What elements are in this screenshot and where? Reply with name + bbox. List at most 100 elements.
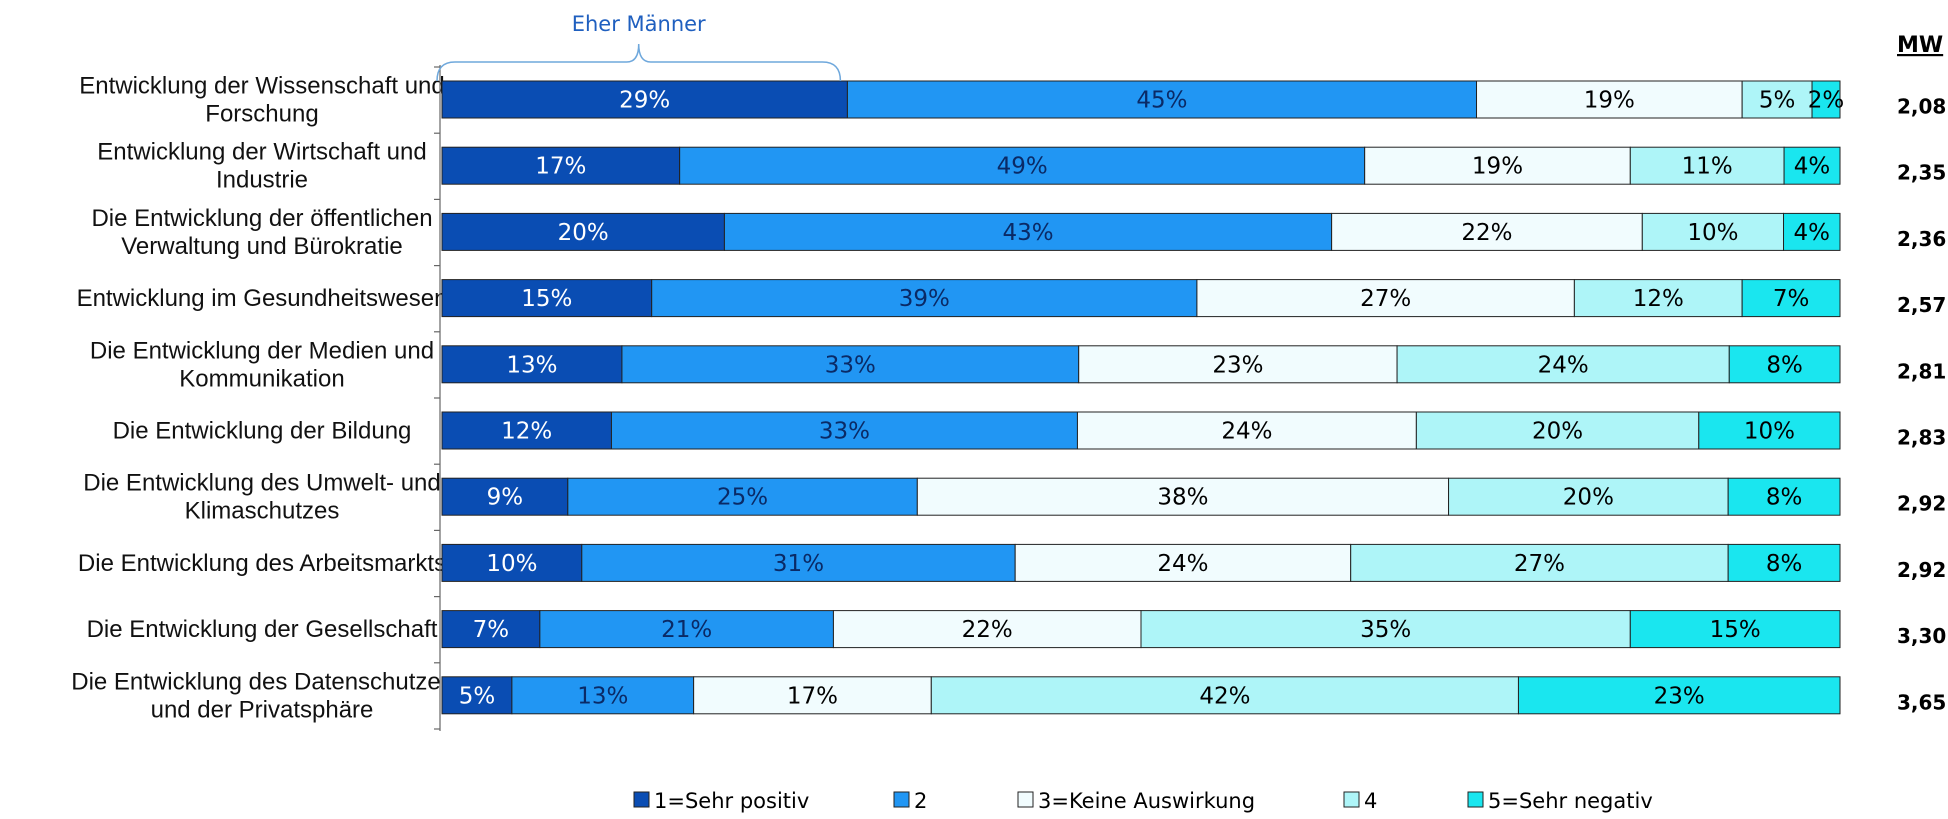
bar-segment [1741,80,1813,119]
mean-value: 2,83 [1897,426,1946,450]
legend-label: 2 [914,789,927,813]
mean-value: 2,08 [1897,95,1946,119]
bar-segment [539,610,834,649]
legend-label: 3=Keine Auswirkung [1038,789,1255,813]
data-label: 5% [459,683,496,709]
category-labels: Entwicklung der Wissenschaft und Forschun… [71,73,453,724]
data-label: 13% [577,683,628,709]
bar-segment [1140,610,1631,649]
data-label: 15% [521,286,572,312]
category-label: Die Entwicklung des Umwelt- und Klimaschu… [83,470,440,525]
mean-value: 2,36 [1897,227,1946,251]
bar-segment [1196,279,1575,318]
bar-segment [621,345,1080,384]
category-label: Die Entwicklung der Medien und Kommunikat… [90,337,434,392]
bar-segment [1396,345,1730,384]
data-label: 27% [1514,551,1565,577]
bar-segment [441,345,623,384]
annotation-text: Eher Männer [572,12,706,36]
bar-segment [1783,146,1841,185]
legend-swatch [893,791,910,808]
legend-swatch [1467,791,1484,808]
bar-segment [1331,212,1643,251]
bar-segment [1415,411,1700,450]
bar-segment [846,80,1478,119]
data-label: 42% [1199,683,1250,709]
bar-segment [723,212,1333,251]
legend-swatch [1343,791,1360,808]
data-label: 25% [717,485,768,511]
bar-segment [1811,80,1841,119]
bar-segment [916,477,1450,516]
data-label: 21% [661,617,712,643]
data-label: 24% [1221,419,1272,445]
bar-segment [441,212,725,251]
bar-segment [1741,279,1841,318]
data-label: 4% [1794,154,1831,180]
data-label: 13% [506,352,557,378]
bar-segment [1783,212,1841,251]
bar-segment [441,80,848,119]
bar-segment [567,477,918,516]
bar-segment [693,676,932,715]
category-label: Die Entwicklung der Gesellschaft [87,616,438,643]
annotation-brace [436,43,842,82]
bar-segment [1629,146,1785,185]
data-label: 2% [1808,88,1845,114]
data-label: 8% [1766,485,1803,511]
bar-segment [441,146,681,185]
data-label: 22% [962,617,1013,643]
legend-label: 4 [1364,789,1377,813]
data-label: 33% [825,352,876,378]
legend: 1=Sehr positiv 2 3=Keine Auswirkung 4 5=Sehr… [633,789,1653,813]
data-label: 12% [501,419,552,445]
data-label: 7% [473,617,510,643]
data-label: 43% [1002,220,1053,246]
bar-segment [441,477,569,516]
data-label: 11% [1682,154,1733,180]
data-label: 17% [535,154,586,180]
mean-value: 2,57 [1897,293,1946,317]
bar-segment [441,610,541,649]
legend-label: 5=Sehr negativ [1488,789,1653,813]
bar-segment [581,543,1016,582]
data-label: 19% [1472,154,1523,180]
bar-segment [1698,411,1841,450]
bars: 29% 45% 19% 5% 2% 17% 49% 19% 11% 4% 20% 43% 22% 10% 4… [441,80,1845,715]
bar-segment [1014,543,1352,582]
data-label: 39% [899,286,950,312]
category-label: Entwicklung der Wissenschaft und Forschun… [79,73,445,128]
data-label: 20% [1532,419,1583,445]
category-axis [434,65,441,731]
data-label: 23% [1212,352,1263,378]
mean-value: 3,65 [1897,690,1946,714]
category-label: Die Entwicklung des Arbeitsmarkts [78,550,446,577]
data-label: 10% [1687,220,1738,246]
data-label: 24% [1538,352,1589,378]
mean-value: 2,92 [1897,492,1946,516]
data-label: 35% [1360,617,1411,643]
data-label: 10% [1744,419,1795,445]
legend-label: 1=Sehr positiv [654,789,809,813]
data-label: 33% [819,419,870,445]
bar-segment [1728,345,1841,384]
bar-segment [679,146,1366,185]
mean-value: 2,92 [1897,558,1946,582]
data-label: 24% [1157,551,1208,577]
data-label: 8% [1766,551,1803,577]
bar-segment [441,543,583,582]
data-label: 12% [1633,286,1684,312]
data-label: 29% [619,88,670,114]
data-label: 8% [1766,352,1803,378]
bar-segment [651,279,1198,318]
legend-swatch [633,791,650,808]
data-label: 31% [773,551,824,577]
data-label: 23% [1654,683,1705,709]
data-label: 17% [787,683,838,709]
mean-header: MW [1897,33,1943,58]
bar-segment [441,411,612,450]
data-label: 20% [1563,485,1614,511]
bar-segment [1727,543,1841,582]
data-label: 15% [1710,617,1761,643]
data-label: 27% [1360,286,1411,312]
